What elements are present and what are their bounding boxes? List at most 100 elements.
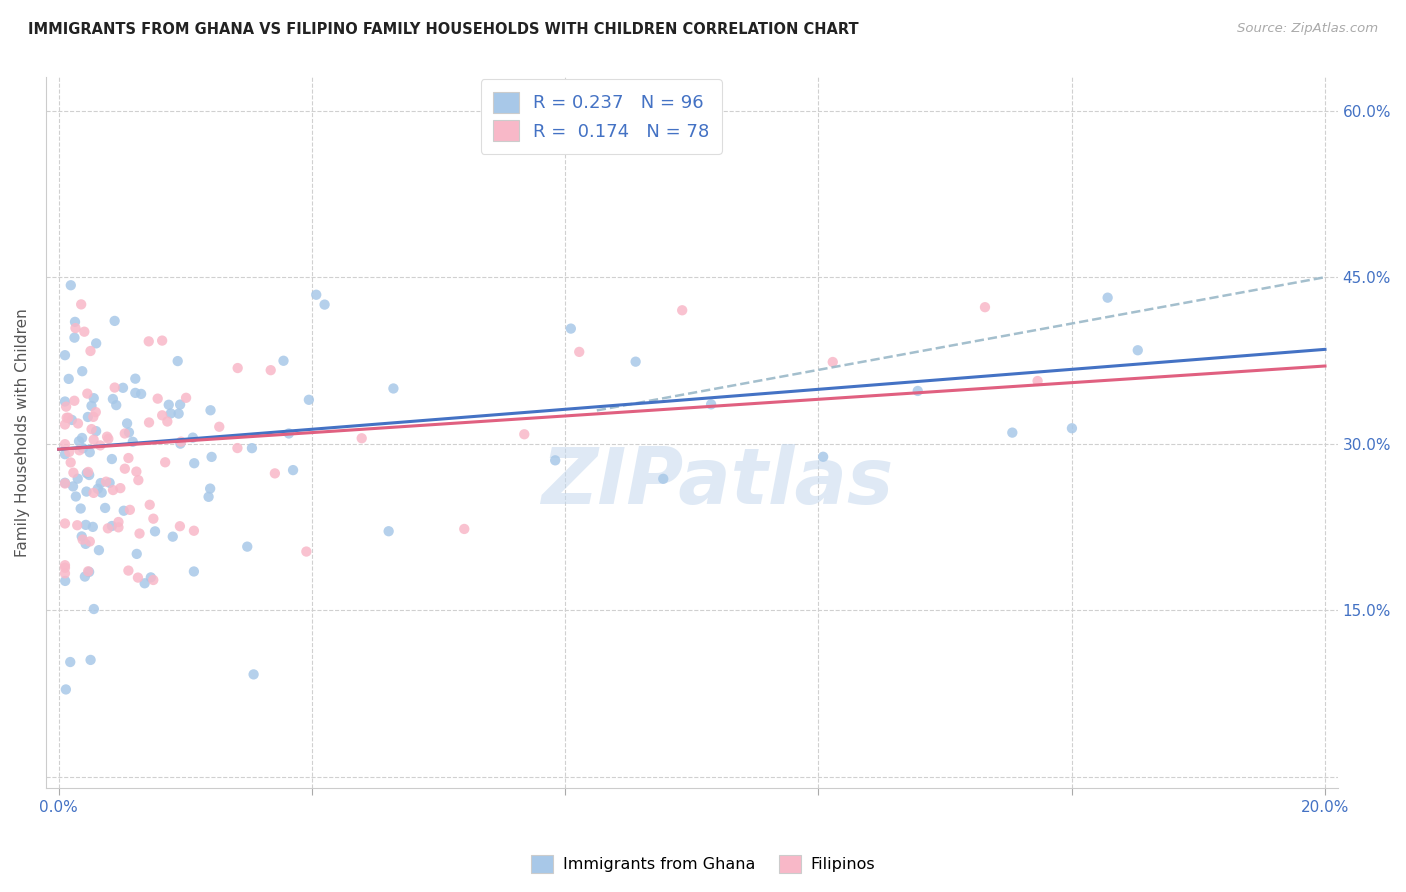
Point xyxy=(208,419,231,434)
Point xyxy=(226,441,249,455)
Point xyxy=(59,655,82,669)
Point xyxy=(79,445,101,459)
Point xyxy=(77,465,100,479)
Point xyxy=(260,363,283,377)
Point xyxy=(128,526,150,541)
Point xyxy=(58,410,80,425)
Point xyxy=(125,465,148,479)
Point xyxy=(62,466,84,480)
Point xyxy=(83,391,105,405)
Point xyxy=(129,387,152,401)
Point xyxy=(107,515,129,529)
Point xyxy=(1126,343,1149,358)
Point xyxy=(1097,291,1119,305)
Point xyxy=(142,573,165,587)
Point xyxy=(79,343,101,358)
Point xyxy=(101,519,124,533)
Point xyxy=(157,398,180,412)
Point xyxy=(105,398,128,412)
Point xyxy=(127,571,149,585)
Point xyxy=(114,426,136,441)
Point xyxy=(117,564,139,578)
Point xyxy=(183,565,205,579)
Point xyxy=(84,424,107,438)
Point xyxy=(96,430,118,444)
Point xyxy=(77,564,100,578)
Point xyxy=(101,392,124,406)
Point xyxy=(104,380,127,394)
Point xyxy=(110,481,132,495)
Point xyxy=(453,522,475,536)
Point xyxy=(273,353,295,368)
Point xyxy=(70,431,93,445)
Point xyxy=(124,385,146,400)
Point xyxy=(59,278,82,293)
Point xyxy=(811,450,834,464)
Point xyxy=(101,483,124,497)
Point xyxy=(66,417,89,431)
Point xyxy=(377,524,399,539)
Point xyxy=(72,533,94,547)
Point xyxy=(82,409,104,424)
Point xyxy=(65,321,87,335)
Point xyxy=(77,468,100,483)
Point xyxy=(77,565,100,579)
Point xyxy=(67,443,90,458)
Point xyxy=(58,445,80,459)
Point xyxy=(118,503,141,517)
Point xyxy=(169,436,191,450)
Point xyxy=(821,355,844,369)
Point xyxy=(142,512,165,526)
Point xyxy=(53,437,76,451)
Point xyxy=(94,475,117,489)
Point xyxy=(700,397,723,411)
Point xyxy=(350,431,373,445)
Point xyxy=(80,399,103,413)
Point xyxy=(382,382,405,396)
Point xyxy=(544,453,567,467)
Point xyxy=(150,409,173,423)
Point xyxy=(305,287,328,301)
Point xyxy=(79,653,101,667)
Point xyxy=(60,413,83,427)
Point xyxy=(82,520,104,534)
Point xyxy=(84,405,107,419)
Point xyxy=(907,384,929,398)
Point xyxy=(66,518,89,533)
Point xyxy=(70,529,93,543)
Point xyxy=(107,520,129,534)
Point xyxy=(53,574,76,588)
Point xyxy=(98,475,121,490)
Point xyxy=(75,484,97,499)
Point xyxy=(200,403,222,417)
Point xyxy=(76,386,98,401)
Point xyxy=(153,455,176,469)
Point xyxy=(62,479,84,493)
Point xyxy=(67,434,90,449)
Point xyxy=(69,501,91,516)
Text: IMMIGRANTS FROM GHANA VS FILIPINO FAMILY HOUSEHOLDS WITH CHILDREN CORRELATION CH: IMMIGRANTS FROM GHANA VS FILIPINO FAMILY… xyxy=(28,22,859,37)
Point xyxy=(63,393,86,408)
Text: ZIPatlas: ZIPatlas xyxy=(541,444,894,520)
Point xyxy=(183,524,205,538)
Point xyxy=(53,560,76,574)
Point xyxy=(101,452,124,467)
Point xyxy=(201,450,224,464)
Point xyxy=(314,297,336,311)
Point xyxy=(70,364,93,378)
Point xyxy=(138,498,160,512)
Point xyxy=(226,361,249,376)
Point xyxy=(236,540,259,554)
Point xyxy=(87,543,110,558)
Point xyxy=(652,472,675,486)
Point xyxy=(298,392,321,407)
Point xyxy=(240,441,263,455)
Point xyxy=(143,524,166,539)
Point xyxy=(167,407,190,421)
Point xyxy=(174,391,197,405)
Point xyxy=(671,303,693,318)
Point xyxy=(55,682,77,697)
Point xyxy=(53,516,76,531)
Point xyxy=(150,334,173,348)
Point xyxy=(89,438,111,452)
